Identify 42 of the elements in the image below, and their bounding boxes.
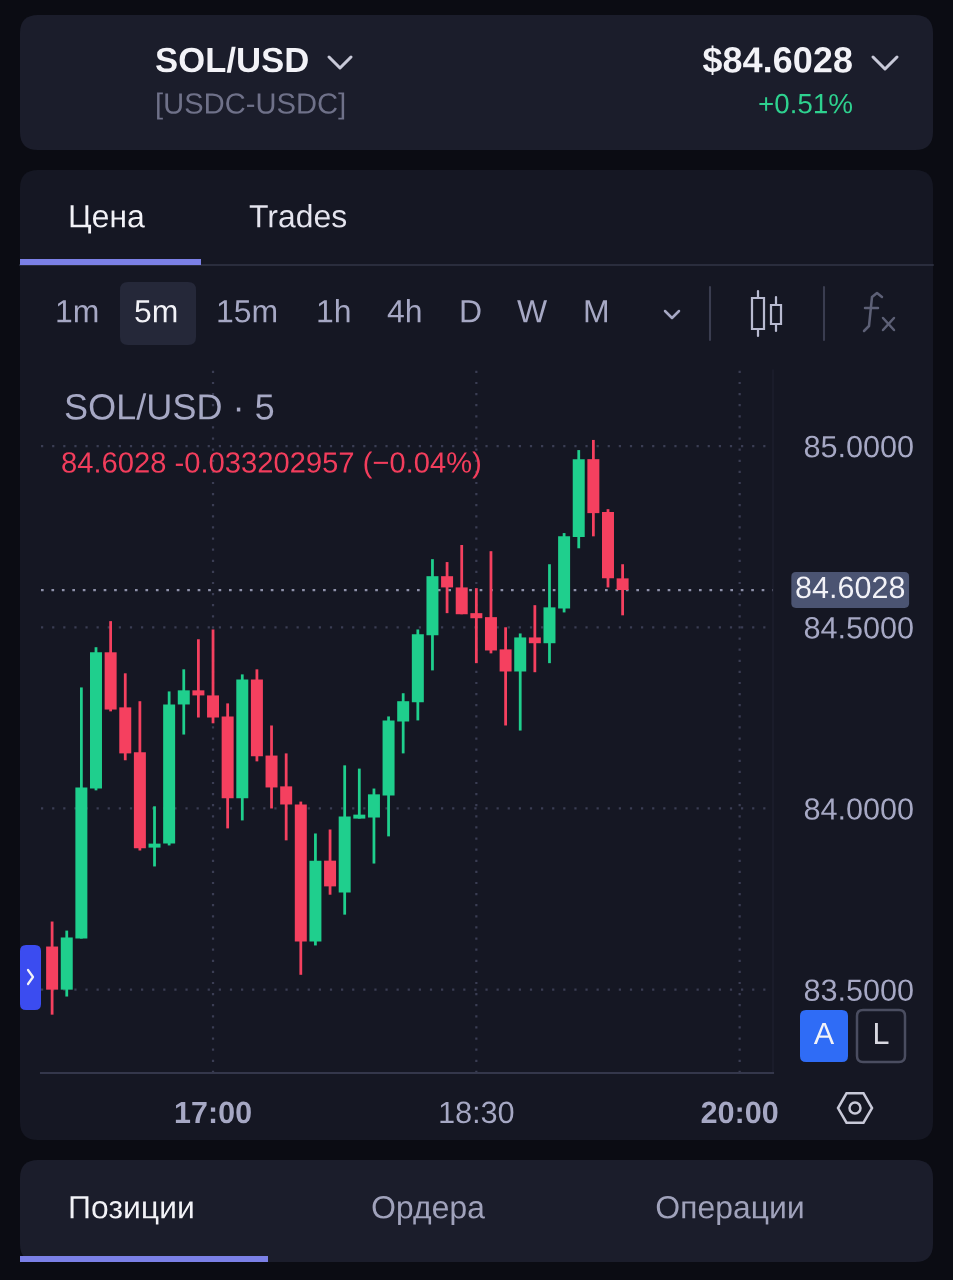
candlestick	[528, 603, 541, 674]
text: Ордера	[372, 1195, 485, 1225]
text: 1m	[57, 300, 98, 323]
candlestick	[207, 628, 220, 725]
text: M	[585, 300, 607, 323]
text: 1h	[318, 299, 350, 323]
text: $84.6028	[702, 45, 852, 76]
candlestick	[470, 586, 483, 665]
text: Trades	[249, 204, 347, 228]
text: SOL/USD	[156, 46, 308, 73]
text: [USDC-USDC]	[157, 92, 345, 120]
x-tick-label: 20:00	[701, 1101, 778, 1124]
text: 15m	[218, 300, 277, 323]
x-tick-label: 17:00	[175, 1101, 251, 1124]
text: D	[461, 300, 481, 323]
text: Операции	[656, 1195, 803, 1225]
y-tick-label: 83.5000	[804, 979, 913, 1002]
text: 5m	[135, 300, 177, 323]
text: L	[875, 1022, 889, 1044]
candlestick	[499, 625, 512, 727]
text: A	[813, 1022, 835, 1044]
candlestick	[192, 637, 205, 719]
candlestick	[353, 767, 366, 821]
candlestick	[177, 667, 190, 736]
text: W	[517, 300, 548, 323]
candlestick	[397, 691, 410, 755]
candlestick	[441, 560, 454, 615]
ref-line-label: 84.6028	[796, 576, 905, 599]
candlestick	[616, 562, 629, 617]
candlestick	[367, 787, 380, 865]
y-tick-label: 84.0000	[804, 798, 913, 820]
y-tick-label: 84.5000	[804, 617, 913, 639]
text: Цена	[70, 205, 145, 234]
candlestick	[148, 804, 161, 868]
text: +0.51%	[759, 93, 853, 114]
text: SOL/USD · 5	[65, 393, 274, 420]
text: 4h	[387, 299, 421, 323]
y-tick-label: 85.0000	[804, 435, 913, 458]
candlestick	[280, 752, 293, 842]
x-tick-label: 18:30	[440, 1101, 514, 1124]
text: 84.6028 -0.033202957 (−0.04%)	[62, 451, 481, 479]
text: Позиции	[70, 1196, 193, 1225]
